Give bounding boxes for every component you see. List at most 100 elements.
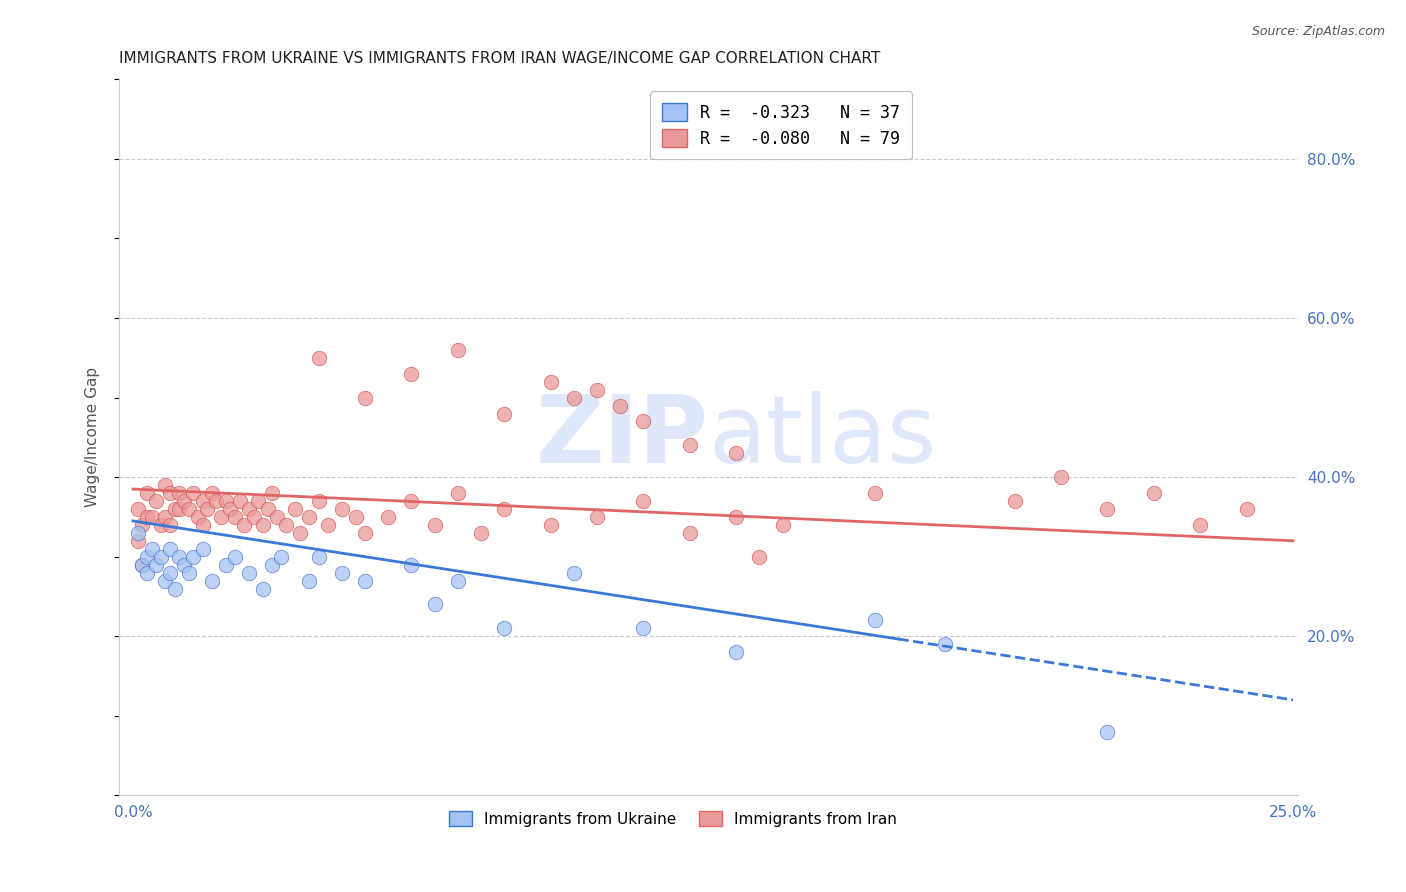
Point — [725, 510, 748, 524]
Point — [163, 502, 186, 516]
Point — [224, 510, 246, 524]
Point — [205, 494, 228, 508]
Point — [191, 541, 214, 556]
Point — [308, 351, 330, 365]
Point — [238, 502, 260, 516]
Point — [228, 494, 250, 508]
Point — [377, 510, 399, 524]
Point — [308, 494, 330, 508]
Point — [1050, 470, 1073, 484]
Point — [191, 494, 214, 508]
Text: Source: ZipAtlas.com: Source: ZipAtlas.com — [1251, 25, 1385, 38]
Point — [256, 502, 278, 516]
Point — [169, 486, 191, 500]
Point — [155, 478, 177, 492]
Point — [155, 510, 177, 524]
Y-axis label: Wage/Income Gap: Wage/Income Gap — [86, 368, 100, 508]
Point — [145, 494, 167, 508]
Text: IMMIGRANTS FROM UKRAINE VS IMMIGRANTS FROM IRAN WAGE/INCOME GAP CORRELATION CHAR: IMMIGRANTS FROM UKRAINE VS IMMIGRANTS FR… — [120, 51, 880, 66]
Point — [252, 582, 274, 596]
Point — [865, 613, 887, 627]
Point — [447, 486, 470, 500]
Point — [173, 558, 195, 572]
Point — [354, 391, 377, 405]
Point — [1143, 486, 1166, 500]
Point — [772, 517, 794, 532]
Point — [562, 391, 585, 405]
Point — [494, 407, 516, 421]
Point — [401, 558, 423, 572]
Point — [725, 645, 748, 659]
Point — [1097, 502, 1119, 516]
Point — [141, 541, 163, 556]
Point — [679, 438, 702, 452]
Point — [401, 367, 423, 381]
Point — [159, 486, 181, 500]
Point — [865, 486, 887, 500]
Point — [540, 517, 562, 532]
Point — [195, 502, 218, 516]
Point — [298, 510, 321, 524]
Point — [274, 517, 297, 532]
Point — [159, 517, 181, 532]
Point — [494, 502, 516, 516]
Point — [1004, 494, 1026, 508]
Point — [316, 517, 339, 532]
Point — [149, 517, 172, 532]
Point — [679, 525, 702, 540]
Point — [127, 502, 149, 516]
Point — [127, 525, 149, 540]
Point — [1236, 502, 1258, 516]
Point — [298, 574, 321, 588]
Point — [633, 414, 655, 428]
Point — [447, 343, 470, 357]
Point — [242, 510, 264, 524]
Point — [401, 494, 423, 508]
Point — [145, 558, 167, 572]
Point — [127, 533, 149, 548]
Point — [191, 517, 214, 532]
Point — [135, 549, 157, 564]
Point — [270, 549, 292, 564]
Point — [159, 566, 181, 580]
Point — [586, 510, 609, 524]
Point — [187, 510, 209, 524]
Point — [354, 525, 377, 540]
Point — [344, 510, 367, 524]
Point — [562, 566, 585, 580]
Point — [247, 494, 270, 508]
Point — [447, 574, 470, 588]
Point — [470, 525, 492, 540]
Point — [252, 517, 274, 532]
Point — [238, 566, 260, 580]
Point — [308, 549, 330, 564]
Point — [173, 494, 195, 508]
Point — [1097, 724, 1119, 739]
Point — [169, 549, 191, 564]
Point — [135, 510, 157, 524]
Point — [586, 383, 609, 397]
Point — [725, 446, 748, 460]
Point — [219, 502, 242, 516]
Point — [288, 525, 311, 540]
Point — [233, 517, 256, 532]
Point — [330, 566, 353, 580]
Point — [177, 566, 200, 580]
Point — [262, 486, 284, 500]
Point — [748, 549, 770, 564]
Point — [633, 621, 655, 635]
Point — [201, 486, 224, 500]
Point — [169, 502, 191, 516]
Point — [131, 558, 153, 572]
Point — [177, 502, 200, 516]
Point — [266, 510, 288, 524]
Point — [181, 549, 204, 564]
Point — [934, 637, 956, 651]
Point — [201, 574, 224, 588]
Point — [215, 494, 238, 508]
Legend: Immigrants from Ukraine, Immigrants from Iran: Immigrants from Ukraine, Immigrants from… — [441, 803, 905, 834]
Point — [633, 494, 655, 508]
Point — [141, 510, 163, 524]
Point — [135, 566, 157, 580]
Point — [609, 399, 631, 413]
